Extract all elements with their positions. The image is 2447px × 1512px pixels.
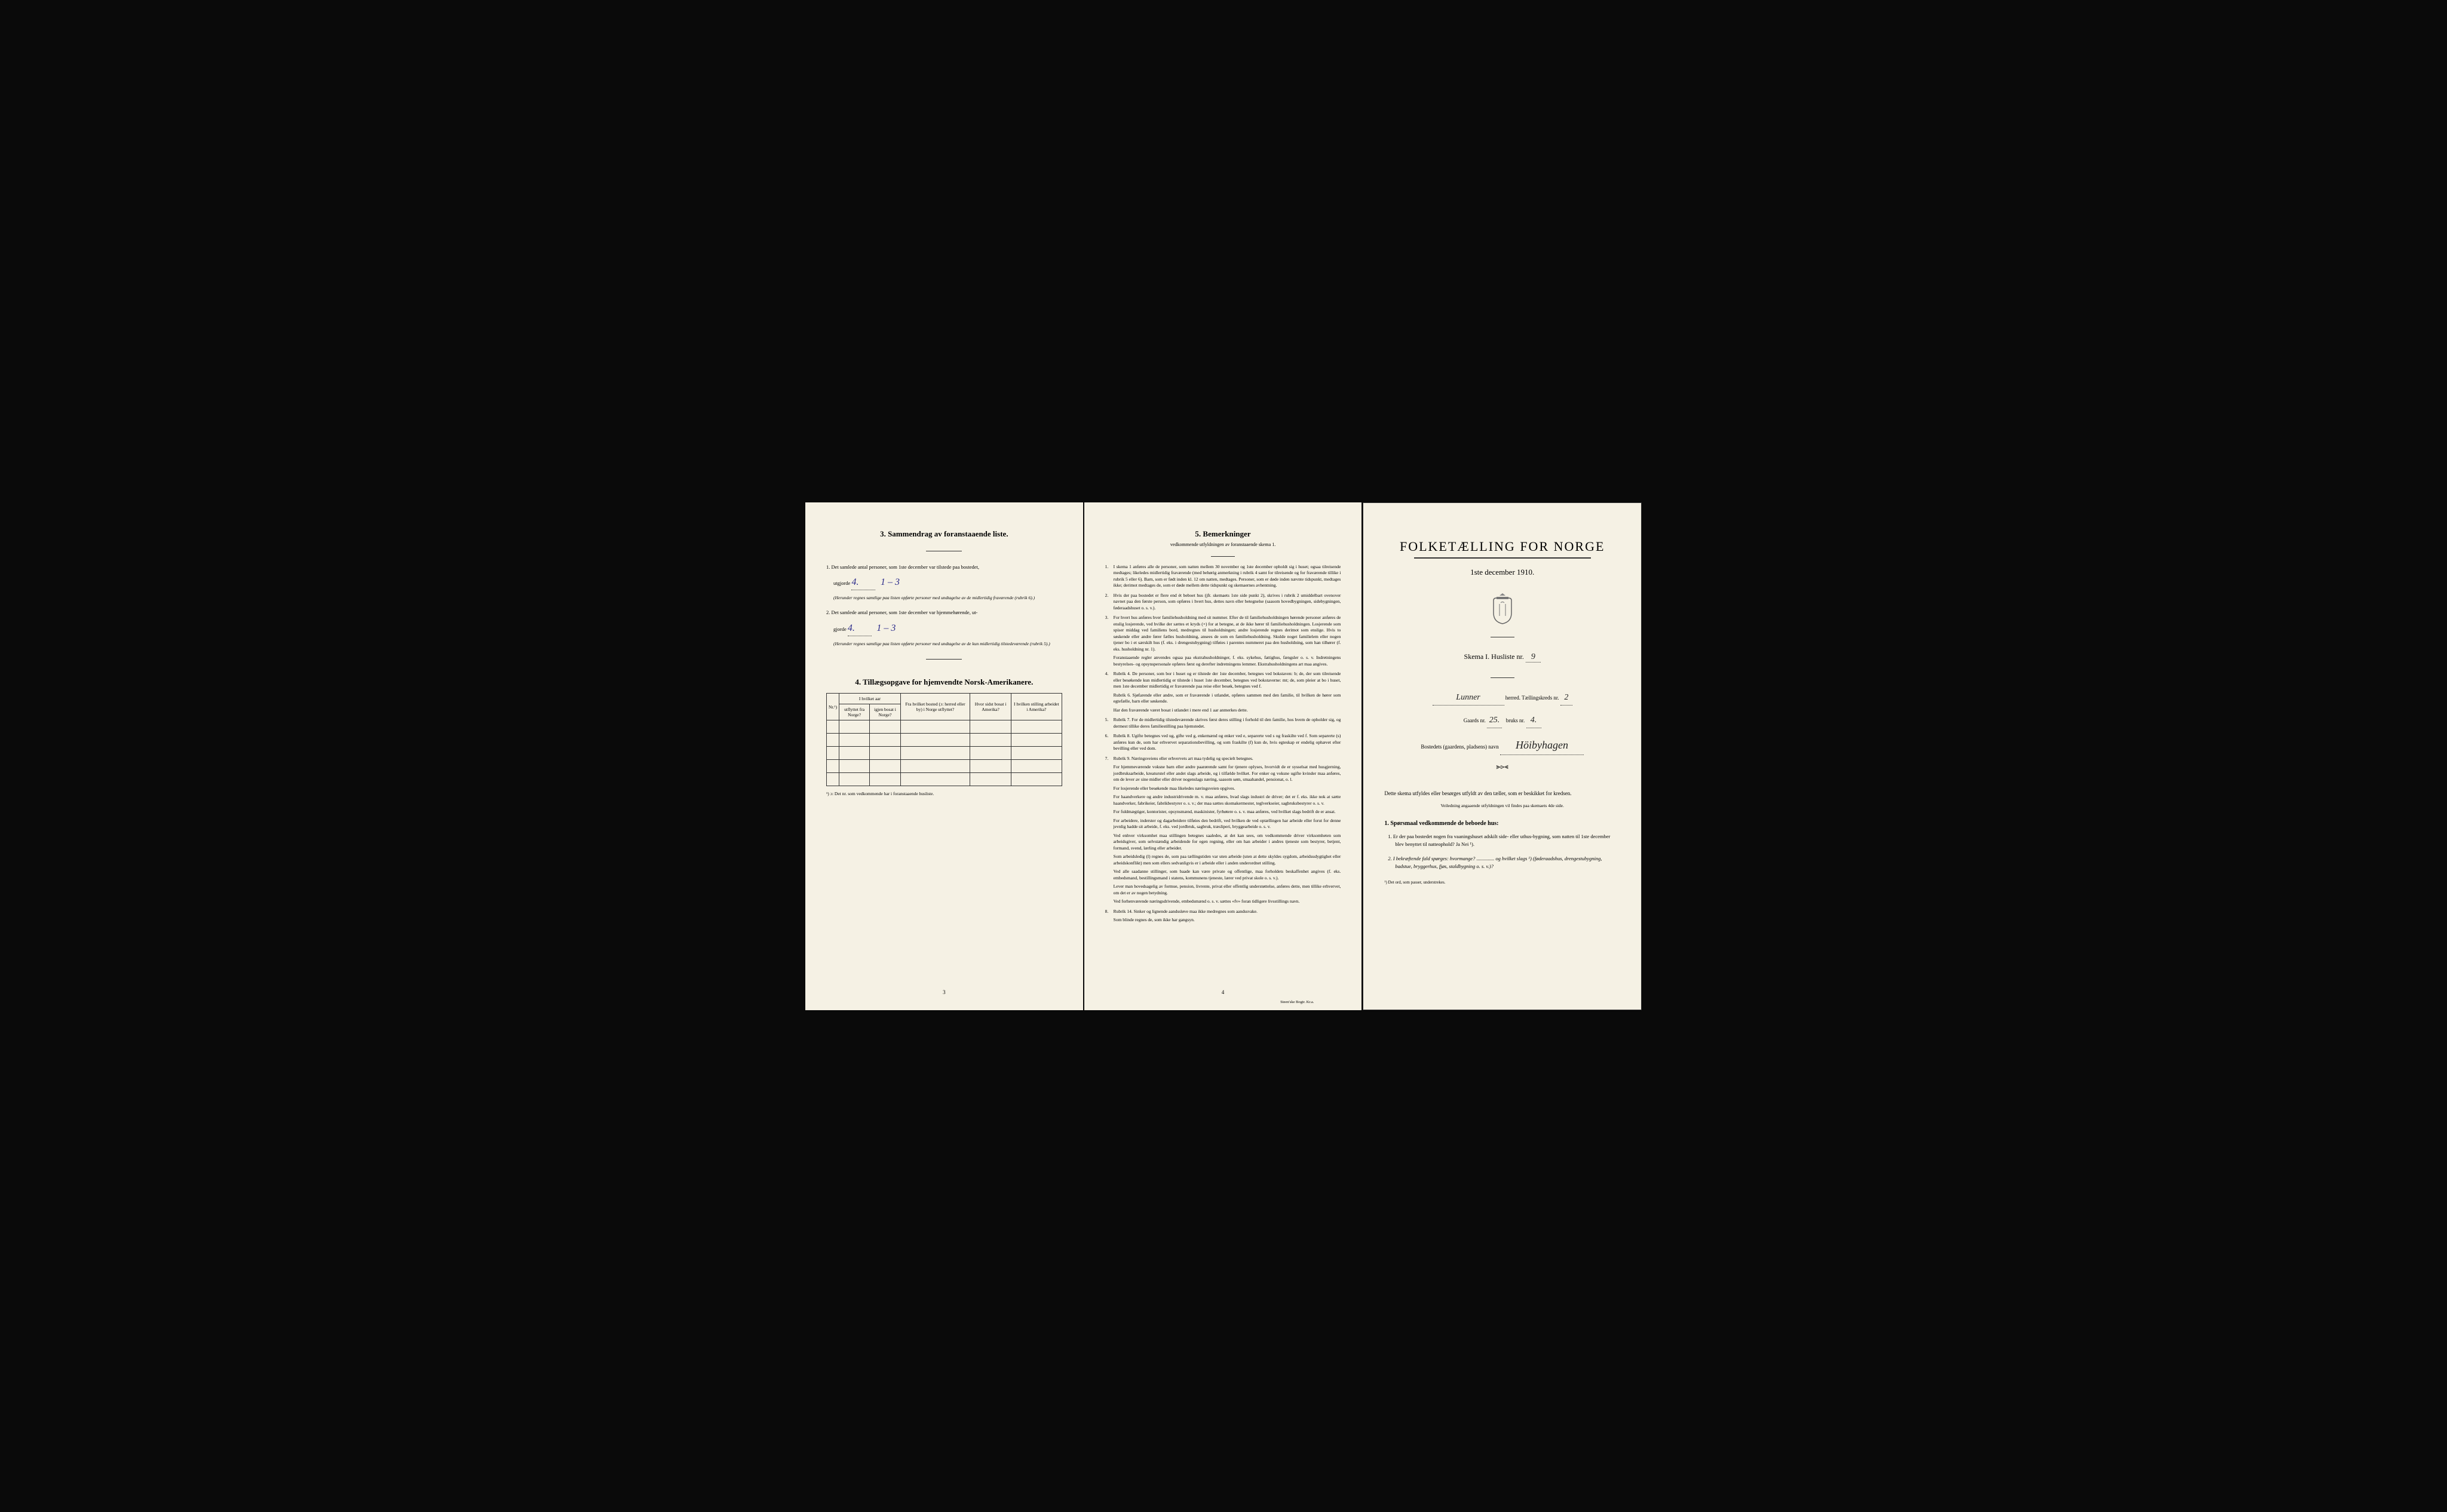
bemerk-num: 8.: [1105, 909, 1114, 924]
bemerk-item: 1.I skema 1 anføres alle de personer, so…: [1105, 564, 1341, 589]
page-1: FOLKETÆLLING FOR NORGE 1ste december 191…: [1363, 502, 1642, 1010]
col-aar: I hvilket aar: [839, 694, 901, 704]
title-underline: [1414, 557, 1591, 559]
bemerk-item: 6.Rubrik 8. Ugifte betegnes ved ug, gift…: [1105, 733, 1341, 752]
question-2-text: 2. I bekræftende fald spørges: hvormange…: [1388, 855, 1602, 870]
col-nr: Nr.¹): [827, 694, 839, 720]
bemerk-num: 2.: [1105, 593, 1114, 612]
skema-nr: 9: [1526, 652, 1541, 663]
item-1-prefix: 1. Det samlede antal personer, som 1ste …: [826, 563, 1062, 571]
date-line: 1ste december 1910.: [1384, 568, 1620, 577]
bosted-label: Bostedets (gaardens, pladsens) navn: [1421, 744, 1498, 750]
skema-label: Skema I. Husliste nr.: [1464, 652, 1524, 661]
table-row: [827, 720, 1062, 734]
bemerk-text: For hvert hus anføres hver familiehushol…: [1114, 615, 1341, 667]
skema-line: Skema I. Husliste nr. 9: [1384, 652, 1620, 663]
bemerk-num: 5.: [1105, 717, 1114, 729]
bemerk-item: 7.Rubrik 9. Næringsveiens eller erhverve…: [1105, 756, 1341, 905]
bemerk-item: 5.Rubrik 7. For de midlertidig tilstedev…: [1105, 717, 1341, 729]
bemerk-num: 7.: [1105, 756, 1114, 905]
item-1-value1: 4.: [851, 575, 875, 590]
item-2-value1: 4.: [848, 621, 872, 636]
bemerk-item: 4.Rubrik 4. De personer, som bor i huset…: [1105, 671, 1341, 713]
col-bosted: Fra hvilket bosted (ɔ: herred eller by) …: [900, 694, 970, 720]
gaards-label: Gaards nr.: [1464, 717, 1486, 723]
bemerk-item: 3.For hvert hus anføres hver familiehush…: [1105, 615, 1341, 667]
bosted-value: Höibyhagen: [1500, 735, 1584, 755]
page1-footnote: ¹) Det ord, som passer, understrekes.: [1384, 880, 1620, 885]
col-amerika: Hvor sidst bosat i Amerika?: [970, 694, 1011, 720]
bemerk-text: Rubrik 14. Sinker og lignende aandssløve…: [1114, 909, 1341, 924]
bemerk-num: 4.: [1105, 671, 1114, 713]
question-header: 1. Spørsmaal vedkommende de beboede hus:: [1384, 820, 1620, 827]
item-1-note-text: (Herunder regnes samtlige paa listen opf…: [833, 595, 1035, 600]
item-2-note: (Herunder regnes samtlige paa listen opf…: [826, 641, 1062, 648]
item-2-label: gjorde: [833, 626, 847, 632]
bemerk-num: 1.: [1105, 564, 1114, 589]
amerikanere-table: Nr.¹) I hvilket aar Fra hvilket bosted (…: [826, 693, 1062, 786]
section-3-title: 3. Sammendrag av foranstaaende liste.: [826, 529, 1062, 539]
coat-of-arms-icon: [1488, 592, 1517, 625]
item-2-prefix: 2. Det samlede antal personer, som 1ste …: [826, 609, 1062, 617]
bemerk-item: 2.Hvis der paa bostedet er flere end ét …: [1105, 593, 1341, 612]
table-row: [827, 734, 1062, 747]
question-2: 2. I bekræftende fald spørges: hvormange…: [1384, 855, 1620, 871]
printer-note: Steen'ske Bogtr. Kr.a.: [1280, 1000, 1314, 1004]
col-stilling: I hvilken stilling arbeidet i Amerika?: [1011, 694, 1062, 720]
table-row: [827, 760, 1062, 773]
bemerk-text: Hvis der paa bostedet er flere end ét be…: [1114, 593, 1341, 612]
bemerk-item: 8.Rubrik 14. Sinker og lignende aandsslø…: [1105, 909, 1341, 924]
section-4-title: 4. Tillægsopgave for hjemvendte Norsk-Am…: [826, 677, 1062, 687]
page-number-4: 4: [1084, 989, 1362, 995]
question-1: 1. Er der paa bostedet nogen fra vaaning…: [1384, 833, 1620, 849]
col-bosat: igjen bosat i Norge?: [870, 704, 901, 720]
divider: [1211, 556, 1235, 557]
bemerk-text: Rubrik 9. Næringsveiens eller erhvervets…: [1114, 756, 1341, 905]
intro-text: Dette skema utfyldes eller besørges utfy…: [1384, 789, 1620, 798]
page-3: 3. Sammendrag av foranstaaende liste. 1.…: [805, 502, 1083, 1010]
item-2-note-text: (Herunder regnes samtlige paa listen opf…: [833, 641, 1050, 646]
kreds-nr: 2: [1560, 690, 1572, 706]
bemerk-text: I skema 1 anføres alle de personer, som …: [1114, 564, 1341, 589]
document-spread: 3. Sammendrag av foranstaaende liste. 1.…: [805, 502, 1642, 1010]
bruks-nr: 4.: [1526, 713, 1541, 728]
divider: [1491, 677, 1514, 678]
item-1-value2: 1 – 3: [881, 577, 900, 587]
item-2-value2: 1 – 3: [876, 623, 896, 633]
divider: [926, 659, 962, 660]
page-number-3: 3: [805, 989, 1083, 995]
bemerk-num: 6.: [1105, 733, 1114, 752]
ornament-icon: ⫸⪧⫷: [1384, 762, 1620, 771]
main-title: FOLKETÆLLING FOR NORGE: [1384, 539, 1620, 554]
table-body: [827, 720, 1062, 786]
footnote-text: ¹) Det ord, som passer, understrekes.: [1384, 880, 1445, 885]
table-row: [827, 773, 1062, 786]
bemerk-text: Rubrik 7. For de midlertidig tilstedevær…: [1114, 717, 1341, 729]
gaards-nr: 25.: [1487, 713, 1502, 728]
section-5-title: 5. Bemerkninger: [1105, 529, 1341, 539]
gaards-line: Gaards nr. 25. bruks nr. 4.: [1384, 713, 1620, 728]
table-row: [827, 747, 1062, 760]
bosted-line: Bostedets (gaardens, pladsens) navn Höib…: [1384, 735, 1620, 755]
item-1-value-line: utgjorde 4. 1 – 3: [826, 575, 1062, 590]
item-1-note: (Herunder regnes samtlige paa listen opf…: [826, 595, 1062, 602]
col-utflyttet: utflyttet fra Norge?: [839, 704, 870, 720]
bemerk-text: Rubrik 8. Ugifte betegnes ved ug, gifte …: [1114, 733, 1341, 752]
intro-subtext: Veiledning angaaende utfyldningen vil fi…: [1384, 803, 1620, 808]
item-2-value-line: gjorde 4. 1 – 3: [826, 621, 1062, 636]
item-1-label: utgjorde: [833, 580, 850, 586]
herred-line: Lunner herred. Tællingskreds nr. 2: [1384, 690, 1620, 706]
question-1-text: 1. Er der paa bostedet nogen fra vaaning…: [1388, 833, 1610, 848]
page-4: 5. Bemerkninger vedkommende utfyldningen…: [1084, 502, 1362, 1010]
section-5-subtitle: vedkommende utfyldningen av foranstaaend…: [1105, 542, 1341, 547]
crest-icon: [1488, 592, 1517, 625]
bemerk-num: 3.: [1105, 615, 1114, 667]
herred-value: Lunner: [1433, 690, 1504, 706]
herred-label: herred. Tællingskreds nr.: [1505, 695, 1559, 701]
table-footnote: ¹) ɔ: Det nr. som vedkommende har i fora…: [826, 791, 1062, 798]
bemerkninger-list: 1.I skema 1 anføres alle de personer, so…: [1105, 564, 1341, 924]
bruks-label: bruks nr.: [1506, 717, 1525, 723]
bemerk-text: Rubrik 4. De personer, som bor i huset o…: [1114, 671, 1341, 713]
